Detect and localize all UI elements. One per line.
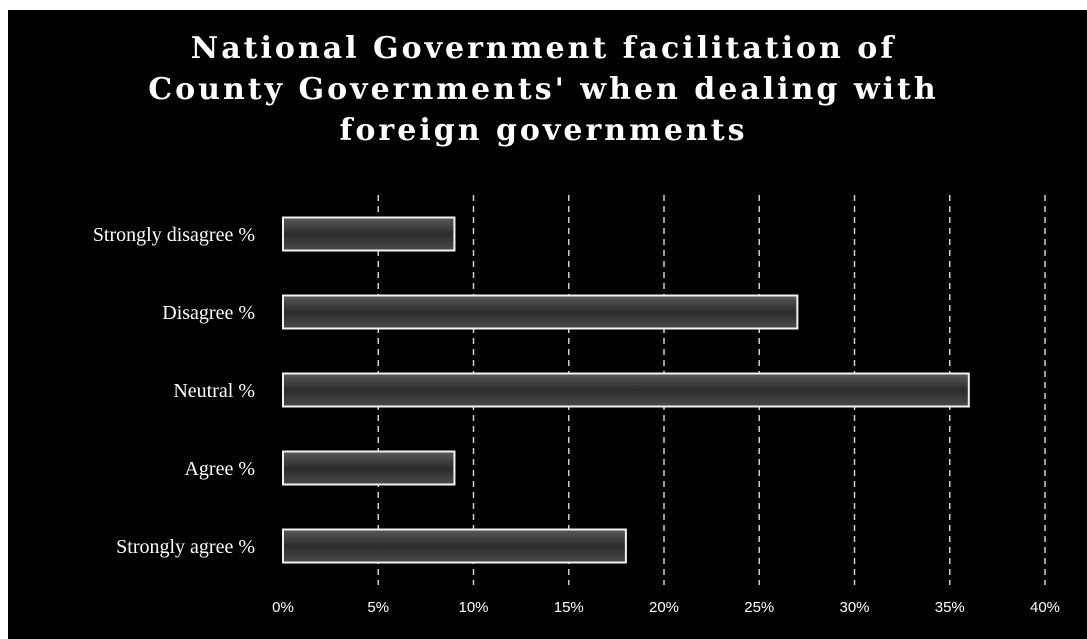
- chart-title-line-1: National Government facilitation of: [190, 31, 897, 66]
- x-tick-label: 35%: [935, 599, 965, 616]
- bar: [282, 372, 970, 408]
- x-tick-label: 30%: [839, 599, 869, 616]
- x-tick-label: 0%: [272, 599, 294, 616]
- x-tick-label: 15%: [554, 599, 584, 616]
- category-label: Strongly agree %: [116, 536, 255, 558]
- category-labels: Strongly disagree % Disagree % Neutral % Ag…: [93, 224, 255, 558]
- bar: [282, 450, 456, 486]
- x-tick-label: 20%: [649, 599, 679, 616]
- x-axis-tick-labels: 0% 5% 10% 15% 20% 25% 30% 35% 40%: [272, 599, 1060, 616]
- x-tick-label: 40%: [1030, 599, 1060, 616]
- bar: [282, 528, 627, 564]
- bar: [282, 294, 799, 330]
- x-tick-label: 25%: [744, 599, 774, 616]
- gridlines: [377, 195, 1046, 585]
- bars: [282, 216, 970, 564]
- category-label: Disagree %: [162, 302, 255, 324]
- chart-title-line-3: foreign governments: [339, 113, 748, 148]
- x-tick-label: 10%: [458, 599, 488, 616]
- bar: [282, 216, 456, 252]
- chart-title: National Government facilitation of Coun…: [0, 28, 1087, 151]
- category-label: Strongly disagree %: [93, 224, 255, 246]
- chart-title-line-2: County Governments' when dealing with: [148, 72, 939, 107]
- category-label: Agree %: [184, 458, 255, 480]
- category-label: Neutral %: [173, 380, 255, 402]
- x-tick-label: 5%: [367, 599, 389, 616]
